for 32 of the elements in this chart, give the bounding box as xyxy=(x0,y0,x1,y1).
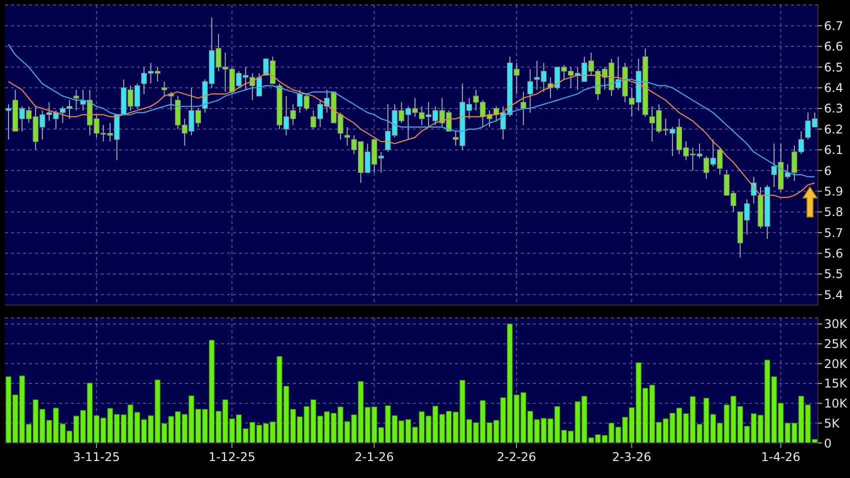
y-tick-label: 5.6 xyxy=(824,246,844,261)
y-tick-label: 6.4 xyxy=(824,81,844,96)
y-tick-label: 6.6 xyxy=(824,40,844,54)
candlestick xyxy=(344,126,350,146)
x-tick-label: 2-3-26 xyxy=(612,450,652,464)
y-tick-label: 5.5 xyxy=(824,267,844,282)
candlestick xyxy=(73,89,80,112)
candlestick xyxy=(162,81,168,97)
y-tick-label: 30K xyxy=(824,317,848,332)
y-tick-label: 5K xyxy=(824,416,841,430)
candlestick xyxy=(527,68,533,114)
y-tick-label: 6.3 xyxy=(824,102,844,116)
line-series xyxy=(8,44,816,178)
x-tick-label: 1-4-26 xyxy=(761,450,800,464)
y-tick-label: 5.7 xyxy=(824,226,844,240)
y-tick-label: 5.4 xyxy=(824,288,844,302)
x-tick-label: 2-2-26 xyxy=(496,450,536,464)
x-tick-label: 1-12-25 xyxy=(208,450,256,464)
y-tick-label: 6.5 xyxy=(824,60,844,74)
y-tick-label: 25K xyxy=(824,337,848,352)
y-tick-label: 6.1 xyxy=(824,143,844,158)
y-tick-label: 6.2 xyxy=(824,122,844,136)
x-tick-label: 2-1-26 xyxy=(354,450,394,464)
y-tick-label: 5.8 xyxy=(824,205,844,220)
x-tick-label: 3-11-25 xyxy=(73,450,120,464)
y-tick-label: 5.9 xyxy=(824,184,844,198)
y-tick-label: 6 xyxy=(824,164,832,178)
y-tick-label: 0 xyxy=(824,436,832,450)
y-tick-label: 20K xyxy=(824,356,848,371)
y-tick-label: 6.7 xyxy=(824,18,844,33)
y-tick-label: 10K xyxy=(824,396,848,411)
y-tick-label: 15K xyxy=(824,376,848,391)
